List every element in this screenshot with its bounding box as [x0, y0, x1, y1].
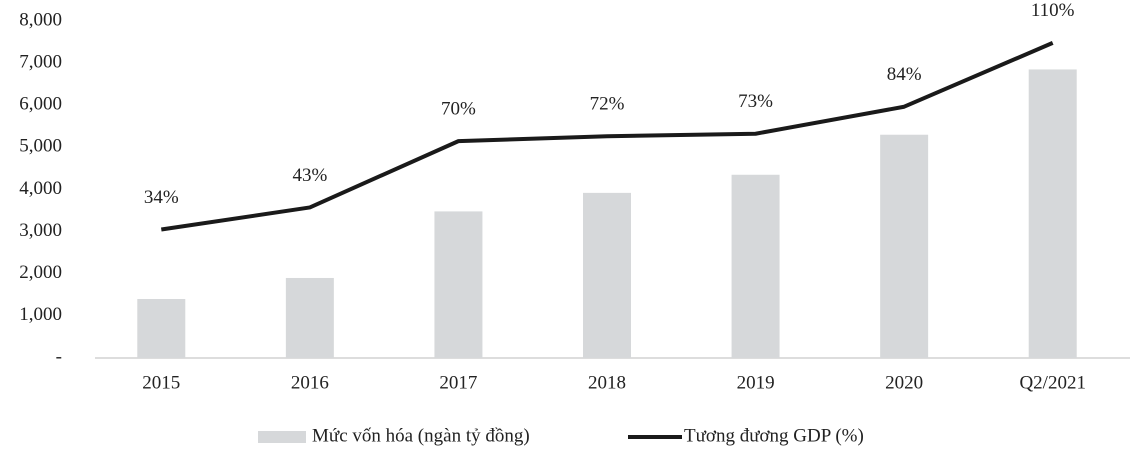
y-tick-label: 8,000 — [19, 9, 62, 30]
bar — [434, 211, 483, 358]
legend-label: Mức vốn hóa (ngàn tỷ đồng) — [312, 425, 530, 446]
x-tick-label: 2016 — [291, 372, 329, 393]
y-tick-label: 3,000 — [19, 220, 62, 241]
data-label: 43% — [292, 165, 327, 186]
x-tick-label: 2019 — [737, 372, 775, 393]
data-label: 72% — [590, 94, 625, 115]
y-tick-label: 2,000 — [19, 262, 62, 283]
line — [160, 41, 1054, 232]
x-tick-label: 2020 — [885, 372, 923, 393]
data-label: 110% — [1031, 0, 1075, 21]
bar — [285, 277, 334, 358]
legend-label: Tương đương GDP (%) — [684, 425, 864, 446]
bar — [731, 174, 780, 358]
y-tick-label: 6,000 — [19, 94, 62, 115]
legend-swatch — [258, 431, 306, 443]
data-label: 70% — [441, 98, 476, 119]
y-tick-label: 7,000 — [19, 51, 62, 72]
y-tick-label: 4,000 — [19, 178, 62, 199]
x-tick-label: 2018 — [588, 372, 626, 393]
y-tick-label: - — [56, 346, 62, 367]
bar — [880, 134, 929, 358]
bar — [583, 192, 631, 358]
bar — [137, 299, 186, 358]
x-tick-label: 2017 — [439, 372, 477, 393]
y-tick-label: 5,000 — [19, 136, 62, 157]
data-label: 84% — [887, 64, 922, 85]
x-tick-label: Q2/2021 — [1019, 372, 1086, 393]
x-tick-label: 2015 — [142, 372, 180, 393]
data-label: 73% — [738, 91, 773, 112]
bar — [1028, 69, 1077, 358]
data-label: 34% — [144, 187, 179, 208]
y-tick-label: 1,000 — [19, 304, 62, 325]
